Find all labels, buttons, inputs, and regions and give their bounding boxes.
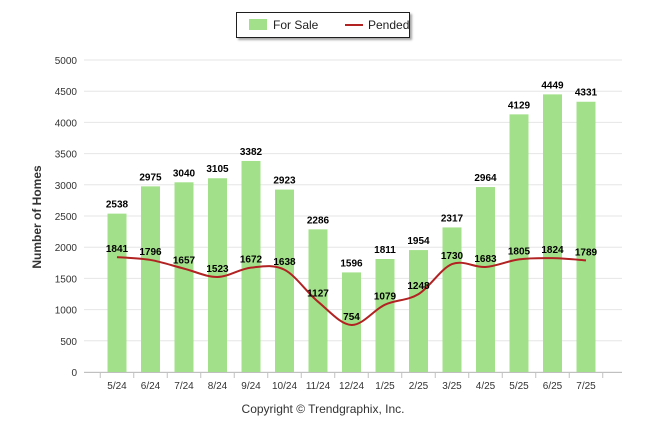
bar-value-label: 2975: [139, 172, 162, 183]
y-tick-label: 500: [60, 337, 77, 348]
x-tick-label: 4/25: [476, 381, 496, 392]
bar: [543, 94, 562, 373]
bar-value-label: 4449: [541, 80, 564, 91]
line-value-label: 1657: [173, 256, 196, 267]
line-value-label: 754: [343, 312, 360, 323]
x-tick-label: 3/25: [442, 381, 462, 392]
x-tick-label: 6/24: [141, 381, 161, 392]
line-value-label: 1248: [407, 281, 430, 292]
y-tick-label: 5000: [55, 56, 78, 67]
line-series: [116, 256, 587, 326]
bar: [409, 250, 428, 372]
bar-value-label: 2964: [474, 173, 497, 184]
line-value-label: 1730: [441, 251, 464, 262]
bar-value-label: 3040: [173, 168, 196, 179]
bar-value-label: 1954: [407, 236, 430, 247]
line-value-label: 1824: [541, 245, 564, 256]
line-value-label: 1796: [139, 247, 162, 258]
footer-copyright: Copyright © Trendgraphix, Inc.: [241, 402, 405, 416]
y-tick-label: 3000: [55, 181, 78, 192]
x-tick-label: 5/25: [509, 381, 529, 392]
y-tick-label: 4000: [55, 118, 78, 129]
x-tick-label: 10/24: [272, 381, 297, 392]
bar-value-label: 3105: [206, 164, 229, 175]
line-value-label: 1789: [575, 247, 598, 258]
bar: [442, 227, 462, 372]
bar-value-label: 1811: [374, 245, 396, 256]
line-value-label: 1638: [273, 257, 296, 268]
bar: [342, 272, 361, 372]
x-tick-label: 1/25: [375, 381, 395, 392]
bar-value-label: 2538: [106, 200, 129, 211]
line-value-label: 1127: [307, 289, 329, 300]
grid: [84, 59, 622, 373]
bar-value-label: 2317: [441, 213, 464, 224]
bar-series: [107, 94, 596, 373]
legend-label-for-sale: For Sale: [273, 18, 319, 32]
y-tick-label: 4500: [55, 87, 78, 98]
legend-label-pended: Pended: [368, 18, 410, 32]
pended-line: [116, 256, 587, 326]
x-tick-label: 7/24: [174, 381, 194, 392]
bar: [174, 182, 194, 372]
bar-value-label: 3382: [240, 147, 263, 158]
bar-value-label: 2286: [307, 215, 330, 226]
bar-value-label: 4331: [575, 88, 598, 99]
y-axis-title: Number of Homes: [30, 165, 44, 269]
x-tick-label: 2/25: [409, 381, 429, 392]
line-value-label: 1523: [206, 264, 229, 275]
x-tick-label: 5/24: [107, 381, 127, 392]
y-tick-label: 2000: [55, 243, 78, 254]
bar-value-label: 4129: [508, 100, 531, 111]
x-axis-ticks: 5/24 6/24 7/24 8/24 9/24 10/24 11/24 12/24 1/25 2…: [99, 372, 604, 392]
bar: [107, 213, 127, 372]
legend-swatch-for-sale: [249, 19, 267, 30]
x-tick-label: 6/25: [543, 381, 563, 392]
y-tick-label: 0: [71, 368, 77, 379]
line-value-label: 1672: [240, 255, 263, 266]
bar: [241, 160, 261, 372]
y-axis-ticks: 0 500 1000 1500 2000 2500 3000 3500 4000 4500 5000: [55, 56, 78, 379]
bar: [275, 189, 294, 372]
y-tick-label: 1500: [55, 274, 78, 285]
bar-value-label: 1596: [340, 258, 363, 269]
y-tick-label: 2500: [55, 212, 78, 223]
x-tick-label: 9/24: [241, 381, 261, 392]
bar-value-label: 2923: [273, 176, 296, 187]
line-value-label: 1805: [508, 246, 531, 257]
y-tick-label: 1000: [55, 306, 78, 317]
line-value-label: 1683: [474, 254, 497, 265]
data-labels: 2538 2975 3040 3105 3382 2923 2286 1596 1811 1954…: [106, 80, 598, 323]
x-tick-label: 11/24: [306, 381, 331, 392]
bar: [509, 114, 529, 372]
bar: [375, 258, 395, 372]
bar: [141, 186, 160, 372]
x-tick-label: 12/24: [339, 381, 364, 392]
bar: [476, 187, 495, 372]
x-tick-label: 7/25: [576, 381, 596, 392]
bar: [576, 101, 596, 372]
y-tick-label: 3500: [55, 150, 78, 161]
bar: [208, 178, 227, 372]
legend: For Sale Pended: [236, 12, 410, 38]
line-value-label: 1841: [106, 244, 129, 255]
legend-swatch-pended: [345, 24, 363, 26]
x-tick-label: 8/24: [208, 381, 228, 392]
line-value-label: 1079: [374, 292, 397, 303]
